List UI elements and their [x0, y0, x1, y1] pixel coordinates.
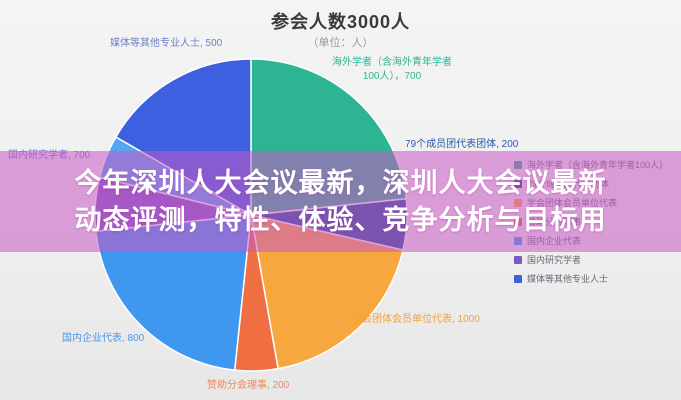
pie-slice-label: 赞助分会理事, 200	[207, 380, 290, 391]
pie-slice-label: 学会团体会员单位代表, 1000	[352, 314, 480, 325]
legend-swatch-icon	[514, 255, 522, 264]
chart-title: 参会人数3000人	[270, 12, 411, 32]
promo-text-line1: 今年深圳人大会议最新，深圳人大会议最新	[74, 167, 607, 198]
pie-slice-label: 79个成员团代表团体, 200	[405, 139, 519, 150]
pie-slice[interactable]	[95, 214, 252, 371]
chart-subtitle: （单位：人）	[307, 37, 374, 49]
legend-label: 国内研究学者	[527, 255, 582, 265]
pie-slice[interactable]	[250, 214, 404, 370]
legend-swatch-icon	[514, 274, 522, 283]
legend-item[interactable]: 国内研究学者	[514, 253, 668, 266]
promo-text-line2: 动态评测，特性、体验、竞争分析与目标用	[74, 204, 607, 235]
pie-slice-label: 海外学者（含海外青年学者 100人），700	[332, 57, 452, 82]
legend-label: 媒体等其他专业人士	[527, 274, 609, 284]
pie-slice-label: 媒体等其他专业人士, 500	[110, 38, 223, 49]
pie-slice-label: 国内企业代表, 800	[62, 333, 145, 344]
promo-text-overlay: 今年深圳人大会议最新，深圳人大会议最新 动态评测，特性、体验、竞争分析与目标用	[0, 151, 681, 252]
legend-item[interactable]: 媒体等其他专业人士	[514, 272, 668, 285]
